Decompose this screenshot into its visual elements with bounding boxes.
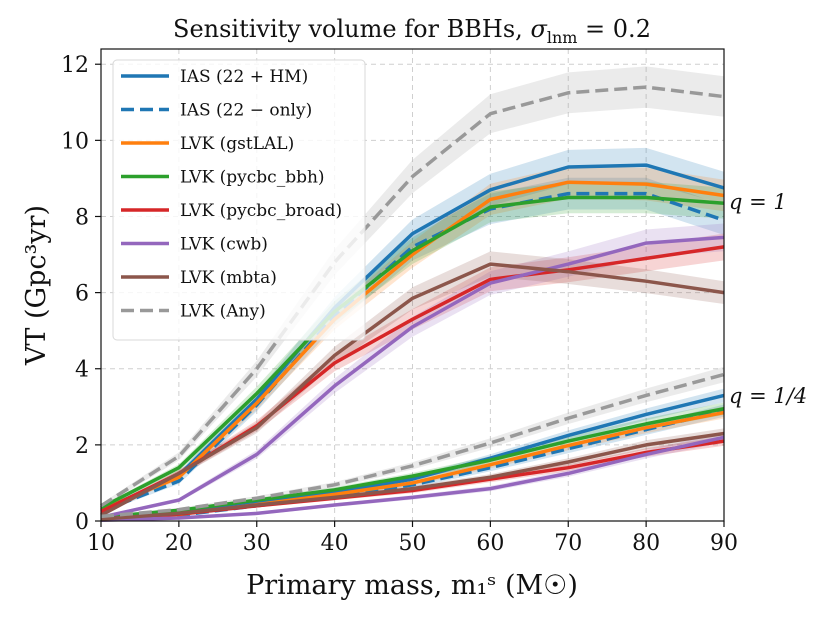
legend-box xyxy=(112,59,366,341)
x-tick-label: 50 xyxy=(399,531,427,556)
y-tick-label: 6 xyxy=(75,282,89,307)
confidence-band xyxy=(101,233,724,514)
legend-entry: LVK (pycbc_bbh) xyxy=(180,168,325,188)
confidence-band xyxy=(101,66,724,508)
x-tick-label: 70 xyxy=(554,531,582,556)
y-tick-label: 0 xyxy=(75,510,89,535)
series-line-q1 xyxy=(100,262,725,517)
x-tick-label: 30 xyxy=(243,531,271,556)
series-line-q1 xyxy=(100,195,725,510)
x-tick-label: 20 xyxy=(165,531,193,556)
x-tick-label: 60 xyxy=(476,531,504,556)
group-label-q14: q = 1/4 xyxy=(729,384,807,408)
series-line-q1 xyxy=(100,163,725,512)
series-line-q1 xyxy=(100,235,725,519)
legend-entry: LVK (cwb) xyxy=(180,235,268,255)
series-line-q14 xyxy=(100,372,725,519)
confidence-band xyxy=(101,223,724,519)
legend-entry: IAS (22 − only) xyxy=(180,101,312,121)
x-tick-label: 90 xyxy=(710,531,738,556)
legend-entry: LVK (gstLAL) xyxy=(180,134,294,154)
x-tick-label: 40 xyxy=(321,531,349,556)
series-line-q14 xyxy=(100,431,725,521)
x-axis-label: Primary mass, m₁ˢ (M☉) xyxy=(246,570,578,601)
y-tick-label: 4 xyxy=(75,358,89,383)
series-line-q1 xyxy=(100,180,725,512)
group-label-q1: q = 1 xyxy=(729,190,787,214)
series-line-q14 xyxy=(100,435,725,522)
series-line-q1 xyxy=(100,85,725,508)
y-tick-label: 12 xyxy=(61,53,89,78)
legend-entry: LVK (pycbc_broad) xyxy=(180,201,342,221)
legend-entry: LVK (Any) xyxy=(180,302,266,322)
confidence-band xyxy=(101,147,724,512)
y-tick-label: 8 xyxy=(75,205,89,230)
y-tick-label: 2 xyxy=(75,434,89,459)
axes: 10 20 30 40 50 60 70 80 90 0 2 4 6 8 10 12 q = 1 q = 1/4 xyxy=(61,48,807,556)
legend-entry: LVK (mbta) xyxy=(180,268,277,288)
y-tick-label: 10 xyxy=(61,129,89,154)
series-lines xyxy=(100,85,725,522)
y-axis-label: VT (Gpc³yr) xyxy=(21,205,52,366)
chart-title: Sensitivity volume for BBHs, σlnm = 0.2 xyxy=(173,15,651,47)
legend-entry: IAS (22 + HM) xyxy=(180,67,308,87)
x-tick-label: 80 xyxy=(632,531,660,556)
legend: IAS (22 + HM) IAS (22 − only) LVK (gstLAL)… xyxy=(112,59,366,341)
x-tick-label: 10 xyxy=(87,531,115,556)
confidence-band xyxy=(101,251,724,517)
confidence-band xyxy=(101,177,724,514)
